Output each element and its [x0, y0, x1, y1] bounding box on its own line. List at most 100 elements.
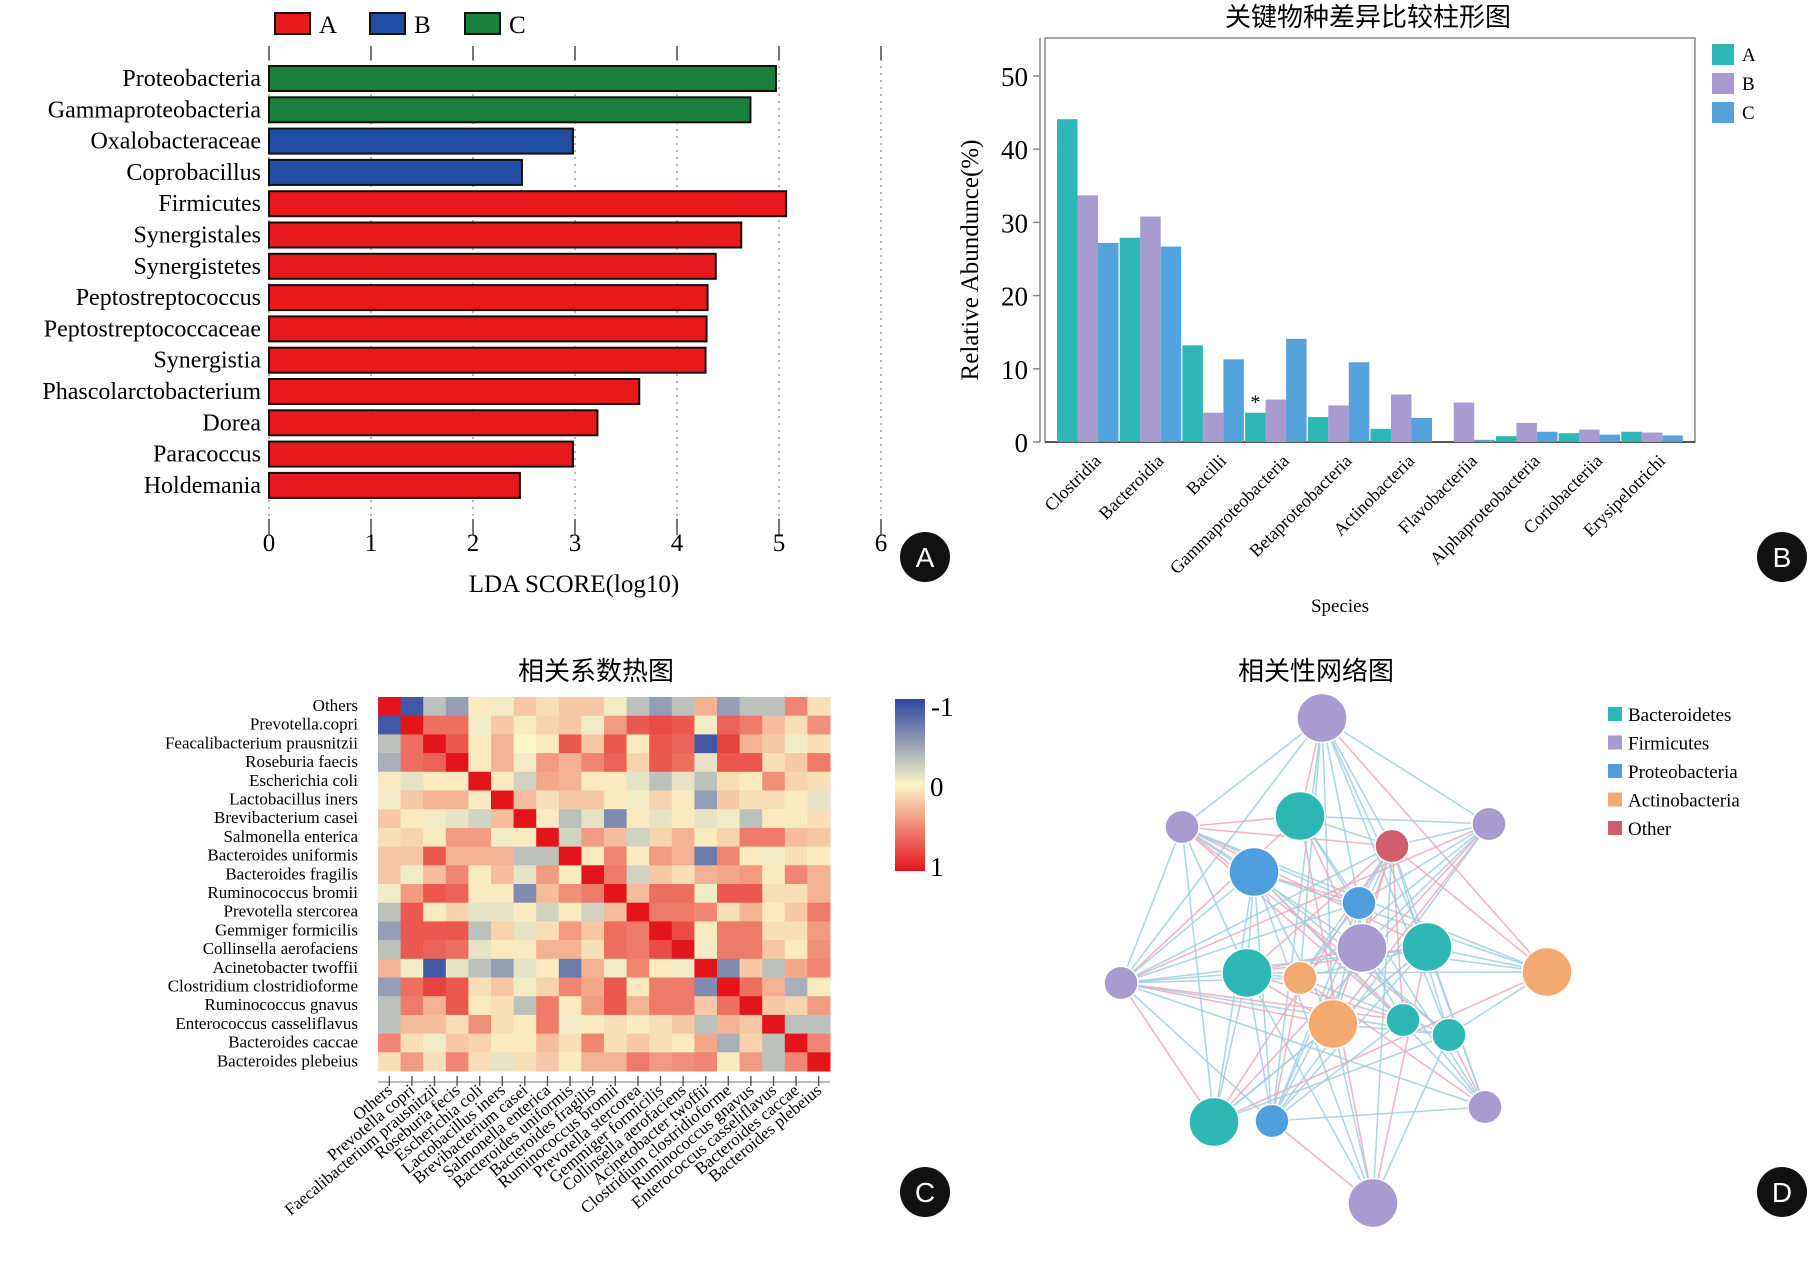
heatmap-cell: [649, 940, 673, 960]
heatmap-cell: [378, 846, 402, 866]
heatmap-cell: [604, 715, 628, 735]
abundance-bar: [1098, 242, 1119, 442]
network-edge: [1213, 972, 1248, 1123]
heatmap-cell: [400, 715, 424, 735]
heatmap-cell: [717, 1052, 741, 1072]
heatmap-row-label: Prevotella stercorea: [223, 902, 358, 921]
heatmap-cell: [400, 846, 424, 866]
network-node: [1274, 790, 1326, 842]
heatmap-cell: [468, 715, 492, 735]
network-edge: [1120, 982, 1273, 1122]
heatmap-cell: [445, 771, 469, 791]
heatmap-cell: [468, 977, 492, 997]
network-node: [1164, 809, 1200, 845]
network-edge: [1120, 982, 1486, 1108]
heatmap-cell: [626, 715, 650, 735]
heatmap-cell: [784, 771, 808, 791]
network-edge: [1299, 823, 1490, 979]
lda-x-tick-label: 5: [773, 530, 786, 557]
heatmap-cell: [491, 958, 515, 978]
heatmap-cell: [536, 1033, 560, 1053]
heatmap-cell: [694, 753, 718, 773]
heatmap-cell: [423, 921, 447, 941]
lda-bar: [268, 65, 777, 92]
heatmap-row-label: Bacteroides plebeius: [217, 1051, 358, 1070]
lda-category-label: Gammaproteobacteria: [48, 97, 262, 123]
heatmap-cell: [536, 697, 560, 717]
heatmap-cell: [807, 1052, 831, 1072]
heatmap-cell: [784, 996, 808, 1016]
heatmap-cell: [491, 697, 515, 717]
heatmap-cell: [558, 771, 582, 791]
panel-badge-d-label: D: [1772, 1177, 1792, 1208]
heatmap-cell: [513, 753, 537, 773]
heatmap-cell: [513, 940, 537, 960]
heatmap-cell: [762, 921, 786, 941]
heatmap-cell: [717, 884, 741, 904]
heatmap-cell: [739, 771, 763, 791]
heatmap-cell: [536, 790, 560, 810]
heatmap-cell: [468, 940, 492, 960]
heatmap-cell: [626, 865, 650, 885]
abundance-bar: [1286, 338, 1307, 442]
heatmap-cell: [739, 884, 763, 904]
heatmap-cell: [649, 697, 673, 717]
heatmap-cell: [491, 865, 515, 885]
panel-badge-d: D: [1757, 1167, 1807, 1217]
heatmap-cell: [378, 734, 402, 754]
abundance-legend-label: C: [1742, 103, 1755, 124]
abundance-bar: [1223, 359, 1244, 442]
heatmap-title: 相关系数热图: [518, 657, 674, 686]
heatmap-cell: [717, 921, 741, 941]
heatmap-cell: [739, 809, 763, 829]
heatmap-row-label: Bacteroides fragilis: [225, 864, 358, 883]
heatmap-cell: [581, 1033, 605, 1053]
network-edge: [1271, 1106, 1486, 1122]
heatmap-cell: [694, 1052, 718, 1072]
network-edge: [1271, 977, 1301, 1122]
heatmap-cell: [513, 697, 537, 717]
heatmap-cell: [445, 1014, 469, 1035]
heatmap-cell: [536, 902, 560, 922]
abundance-bar: [1453, 402, 1475, 442]
heatmap-cell: [626, 977, 650, 997]
network-edge: [1271, 1019, 1404, 1122]
network-edge: [1120, 823, 1490, 984]
network-edge: [1372, 946, 1428, 1204]
network-title: 相关性网络图: [1238, 657, 1394, 686]
heatmap-cell: [400, 996, 424, 1016]
heatmap-cell: [581, 921, 605, 941]
heatmap-cell: [378, 921, 402, 941]
heatmap-cell: [807, 996, 831, 1016]
heatmap-cell: [784, 715, 808, 735]
heatmap-cell: [536, 884, 560, 904]
heatmap-cell: [807, 771, 831, 791]
heatmap-row-label: Brevibacterium casei: [214, 808, 358, 827]
heatmap-cell: [558, 940, 582, 960]
heatmap-cell: [558, 1052, 582, 1072]
heatmap-cell: [739, 996, 763, 1016]
heatmap-cell: [649, 902, 673, 922]
abundance-bar: [1621, 431, 1642, 442]
heatmap-cell: [558, 715, 582, 735]
heatmap-cell: [717, 753, 741, 773]
heatmap-cell: [423, 697, 447, 717]
heatmap-cell: [423, 958, 447, 978]
network-nodes: [1103, 692, 1573, 1229]
heatmap-cell: [468, 827, 492, 848]
heatmap-cell: [807, 977, 831, 997]
lda-bar: [268, 378, 641, 405]
heatmap-cell: [468, 753, 492, 773]
heatmap-cell: [739, 715, 763, 735]
heatmap-cell: [581, 1052, 605, 1072]
heatmap-cell: [671, 865, 695, 885]
heatmap-cell: [445, 958, 469, 978]
network-node: [1336, 922, 1388, 974]
heatmap-cell: [626, 921, 650, 941]
heatmap-cell: [626, 734, 650, 754]
heatmap-cell: [491, 790, 515, 810]
network-edge: [1391, 845, 1404, 1021]
heatmap-cell: [694, 884, 718, 904]
panel-badge-b-label: B: [1773, 542, 1792, 573]
network-node: [1401, 921, 1453, 973]
